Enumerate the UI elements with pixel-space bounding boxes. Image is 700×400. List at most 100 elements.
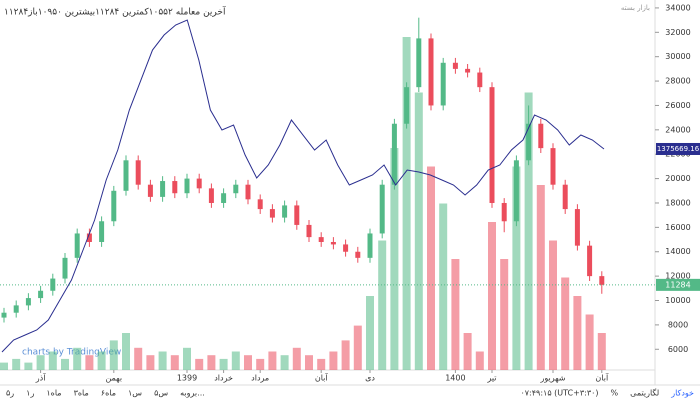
candle-body <box>501 202 507 222</box>
volume-bar <box>97 351 106 370</box>
candle-body <box>123 160 129 191</box>
candle-body <box>477 72 483 88</box>
candle-body <box>562 184 568 210</box>
x-tick-label: آبان <box>315 373 329 383</box>
volume-bar <box>512 166 521 370</box>
toolbar-item: ۶ماه <box>101 389 116 398</box>
candle-body <box>86 233 92 242</box>
y-tick-label: 10000 <box>665 296 690 305</box>
overlay-line <box>1 19 605 353</box>
toolbar-item: ۵ر <box>6 389 14 398</box>
x-tick-label: خرداد <box>214 374 233 383</box>
candle-body <box>306 224 312 238</box>
candle-body <box>74 233 80 258</box>
volume-bar <box>219 358 228 370</box>
volume-bar <box>475 351 484 370</box>
volume-bar <box>463 333 472 370</box>
candle-body <box>50 278 56 291</box>
header: ۱۱۲۸۴آخرین معامله ۱۰۵۵۲کمترین ۱۱۲۸۴بیشتر… <box>4 6 226 18</box>
candle-body <box>13 305 19 313</box>
y-tick-label: 24000 <box>665 125 690 134</box>
volume-bar <box>549 240 557 370</box>
x-tick-label: دی <box>365 374 375 383</box>
candle-body <box>221 193 227 203</box>
watermark: charts by TradingView <box>22 348 121 358</box>
candle-body <box>135 160 141 185</box>
volume-bar <box>536 185 545 370</box>
candle-body <box>196 178 202 189</box>
candle-body <box>160 181 166 197</box>
x-tick-label: بهمن <box>105 374 122 383</box>
last-price-box <box>656 278 700 291</box>
volume-bar <box>573 296 582 370</box>
y-tick-label: 8000 <box>668 320 688 329</box>
volume-bar <box>0 362 8 370</box>
volume-bar <box>24 362 33 370</box>
volume-bar <box>158 351 167 370</box>
volume-bar <box>500 259 509 370</box>
candle-body <box>99 221 105 242</box>
candle-body <box>440 62 446 106</box>
candle-body <box>38 290 44 299</box>
volume-bar <box>280 355 289 370</box>
candle-body <box>489 87 495 203</box>
candle-body <box>465 68 471 73</box>
volume-bar <box>36 355 45 370</box>
candle-body <box>282 205 288 218</box>
volume-bar <box>402 37 411 370</box>
candle-body <box>172 181 178 194</box>
candle-body <box>391 123 397 185</box>
x-tick-label: شهریور <box>539 374 565 383</box>
y-tick-label: 6000 <box>668 345 688 354</box>
last-price-label: 11284 <box>665 280 690 289</box>
y-tick-label: 32000 <box>665 28 690 37</box>
volume-bar <box>597 333 606 370</box>
candle-body <box>379 184 385 234</box>
volume-bar <box>146 355 155 370</box>
y-tick-label: 30000 <box>665 52 690 61</box>
candle-body <box>550 148 556 185</box>
overlay-price-box <box>656 142 700 155</box>
y-tick-label: 20000 <box>665 174 690 183</box>
candle-body <box>233 184 239 194</box>
candle-body <box>245 184 251 200</box>
toolbar-item: ۰۷:۴۹:۱۵ (UTC+۳:۳۰) <box>520 389 598 398</box>
x-tick-label: آبان <box>595 373 609 383</box>
candle-body <box>513 160 519 222</box>
volume-bar <box>73 347 82 370</box>
volume-bar <box>292 347 301 370</box>
candle-body <box>111 190 117 222</box>
x-tick-label: 1400 <box>445 374 465 383</box>
toolbar-item: ۱س <box>128 389 142 398</box>
volume-bar <box>353 325 362 370</box>
candle-body <box>330 241 336 245</box>
candle-body <box>452 62 458 69</box>
volume-bar <box>12 358 21 370</box>
overlay-price-label: 1375669.16 <box>657 145 700 153</box>
volume-bar <box>134 347 143 370</box>
volume-bar <box>439 203 448 370</box>
y-tick-label: 26000 <box>665 101 690 110</box>
volume-bar <box>366 296 374 370</box>
toolbar-item: ۵س <box>154 389 168 398</box>
candle-body <box>416 38 422 88</box>
toolbar-item: ۱ر <box>26 389 34 398</box>
volume-bar <box>256 358 265 370</box>
volume-bar <box>183 347 191 370</box>
x-tick-label: آذر <box>35 373 46 383</box>
y-tick-label: 12000 <box>665 272 690 281</box>
y-tick-label: 28000 <box>665 77 690 86</box>
volume-bar <box>414 92 423 370</box>
candle-body <box>269 209 275 218</box>
volume-bar <box>122 333 130 370</box>
candle-body <box>208 188 214 203</box>
candle-body <box>538 123 544 149</box>
volume-bar <box>170 355 179 370</box>
candle-body <box>25 298 31 306</box>
toolbar-item: % <box>611 389 619 398</box>
candle-body <box>587 245 593 277</box>
volume-bar <box>427 166 435 370</box>
candle-body <box>318 237 324 242</box>
toolbar-item: بروبه... <box>180 389 205 398</box>
